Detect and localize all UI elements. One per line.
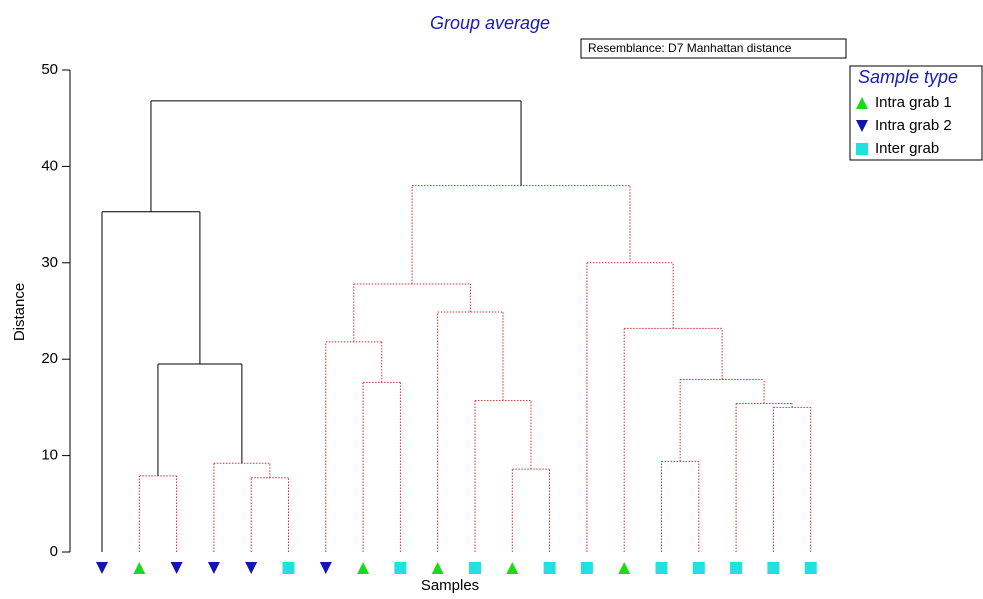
leaf-marker	[730, 562, 743, 574]
leaf-marker	[394, 562, 407, 574]
legend-label: Intra grab 1	[875, 94, 952, 111]
leaf-marker	[506, 562, 519, 574]
leaf-marker	[357, 562, 370, 574]
subtitle: Resemblance: D7 Manhattan distance	[588, 41, 792, 55]
subtitle-box	[580, 38, 847, 59]
legend-marker	[856, 120, 868, 132]
legend-label: Intra grab 2	[875, 117, 952, 134]
y-axis-label: Distance	[11, 283, 28, 341]
legend-marker	[856, 143, 868, 155]
leaf-marker	[96, 562, 108, 574]
legend-label: Inter grab	[875, 140, 939, 157]
legend-marker	[856, 97, 868, 109]
leaf-marker	[580, 562, 593, 574]
leaf-marker	[319, 562, 332, 574]
leaf-marker	[431, 562, 444, 574]
leaf-marker	[282, 562, 295, 574]
leaf-marker	[692, 562, 705, 574]
leaf-marker	[469, 562, 481, 574]
y-tick-label: 0	[50, 543, 58, 560]
leaf-marker	[804, 562, 817, 574]
y-tick-label: 40	[41, 157, 58, 174]
y-tick-label: 50	[41, 61, 58, 78]
y-tick-label: 10	[41, 447, 58, 464]
leaf-marker	[170, 562, 183, 574]
leaf-marker	[245, 562, 258, 574]
y-tick-label: 30	[41, 254, 58, 271]
legend-title: Sample type	[858, 67, 958, 87]
leaf-marker	[543, 562, 556, 574]
y-tick-label: 20	[41, 350, 58, 367]
leaf-marker	[133, 562, 146, 574]
leaf-marker	[655, 562, 668, 574]
chart-title: Group average	[430, 13, 550, 33]
leaf-marker	[767, 562, 780, 574]
leaf-marker	[207, 562, 220, 574]
leaf-marker	[618, 562, 631, 574]
x-axis-label: Samples	[421, 577, 479, 594]
legend-box	[849, 65, 983, 161]
